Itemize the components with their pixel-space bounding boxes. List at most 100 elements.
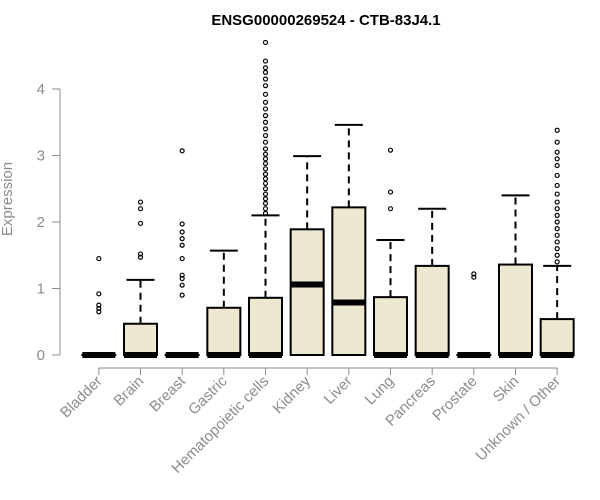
outlier-point bbox=[554, 232, 560, 238]
outlier-point bbox=[262, 91, 269, 97]
outlier-point bbox=[554, 191, 560, 197]
x-tick-label: Skin bbox=[490, 373, 523, 406]
box-group bbox=[414, 207, 450, 358]
outlier-point bbox=[179, 282, 185, 288]
outlier-point bbox=[137, 199, 144, 205]
outlier-point bbox=[554, 156, 560, 162]
outlier-point bbox=[137, 206, 144, 212]
y-tick-label: 4 bbox=[37, 81, 45, 98]
x-tick-label: Breast bbox=[146, 372, 189, 415]
y-tick-label: 3 bbox=[37, 148, 45, 165]
outlier-point bbox=[179, 221, 185, 227]
outlier-point bbox=[554, 139, 560, 145]
outlier-point bbox=[137, 254, 144, 260]
outlier-point bbox=[179, 272, 185, 278]
box-rect bbox=[373, 296, 408, 356]
outlier-point bbox=[554, 172, 560, 179]
outlier-point bbox=[554, 259, 560, 265]
x-tick-label: Liver bbox=[321, 373, 356, 408]
box-rect bbox=[498, 263, 533, 356]
outlier-point bbox=[262, 186, 269, 192]
y-tick-label: 1 bbox=[37, 281, 45, 298]
outlier-point bbox=[262, 69, 269, 75]
outlier-point bbox=[262, 166, 269, 172]
outlier-point bbox=[262, 83, 269, 89]
outlier-point bbox=[262, 200, 269, 206]
outlier-point bbox=[262, 180, 269, 187]
box-group bbox=[123, 199, 158, 358]
outlier-point bbox=[262, 112, 269, 119]
chart-title: ENSG00000269524 - CTB-83J4.1 bbox=[211, 12, 440, 29]
outlier-point bbox=[179, 292, 185, 298]
outlier-point bbox=[262, 65, 269, 71]
box-group bbox=[498, 194, 533, 358]
x-tick-label: Prostate bbox=[429, 373, 481, 425]
outlier-point bbox=[137, 220, 144, 226]
outlier-point bbox=[96, 305, 102, 312]
outlier-point bbox=[471, 271, 477, 277]
outlier-point bbox=[262, 171, 269, 177]
box-group bbox=[164, 148, 200, 358]
x-tick-label: Lung bbox=[362, 373, 398, 409]
outlier-point bbox=[554, 246, 560, 252]
outlier-point bbox=[179, 255, 185, 262]
box-group bbox=[289, 155, 325, 356]
box-rect bbox=[248, 296, 283, 356]
box-groups bbox=[81, 39, 575, 358]
outlier-point bbox=[137, 251, 144, 257]
y-tick-label: 2 bbox=[37, 214, 45, 231]
outlier-point bbox=[554, 226, 560, 232]
outlier-point bbox=[554, 206, 560, 212]
outlier-point bbox=[262, 119, 269, 125]
outlier-point bbox=[262, 196, 269, 202]
y-axis: 0 1 2 3 4 bbox=[37, 81, 61, 364]
outlier-point bbox=[554, 212, 560, 218]
outlier-point bbox=[262, 210, 269, 216]
outlier-point bbox=[262, 156, 269, 162]
outlier-point bbox=[262, 206, 269, 212]
box-group bbox=[206, 249, 242, 358]
outlier-point bbox=[262, 151, 269, 157]
x-tick-label: Brain bbox=[111, 373, 148, 410]
outlier-point bbox=[554, 199, 560, 205]
outlier-point bbox=[554, 127, 560, 133]
y-axis-label: Expression bbox=[0, 162, 16, 236]
box-group bbox=[539, 127, 575, 358]
outlier-point bbox=[554, 149, 560, 155]
outlier-point bbox=[387, 147, 394, 153]
box-rect bbox=[123, 322, 158, 356]
outlier-point bbox=[179, 275, 185, 282]
outlier-point bbox=[262, 176, 269, 182]
outlier-point bbox=[96, 255, 102, 262]
box-group bbox=[456, 271, 492, 358]
box-group bbox=[248, 39, 283, 358]
outlier-point bbox=[471, 274, 477, 280]
y-tick-label: 0 bbox=[37, 347, 45, 364]
outlier-point bbox=[179, 148, 185, 154]
x-tick-label: Kidney bbox=[270, 372, 315, 417]
outlier-point bbox=[262, 139, 269, 145]
outlier-point bbox=[554, 162, 560, 169]
outlier-point bbox=[96, 302, 102, 308]
outlier-point bbox=[554, 219, 560, 225]
outlier-point bbox=[554, 182, 560, 189]
outlier-point bbox=[262, 106, 269, 112]
outlier-point bbox=[554, 239, 560, 245]
outlier-point bbox=[179, 242, 185, 248]
outlier-point bbox=[179, 229, 185, 235]
outlier-point bbox=[96, 309, 102, 315]
outlier-point bbox=[262, 191, 269, 197]
outlier-point bbox=[262, 76, 269, 82]
outlier-point bbox=[262, 132, 269, 139]
box-group bbox=[331, 123, 367, 356]
box-rect bbox=[539, 318, 575, 356]
outlier-point bbox=[262, 58, 269, 64]
outlier-point bbox=[554, 252, 560, 258]
outlier-point bbox=[262, 160, 269, 167]
outlier-point bbox=[387, 206, 394, 212]
box-rect bbox=[331, 206, 367, 356]
outlier-point bbox=[262, 146, 269, 152]
outlier-point bbox=[262, 39, 269, 46]
